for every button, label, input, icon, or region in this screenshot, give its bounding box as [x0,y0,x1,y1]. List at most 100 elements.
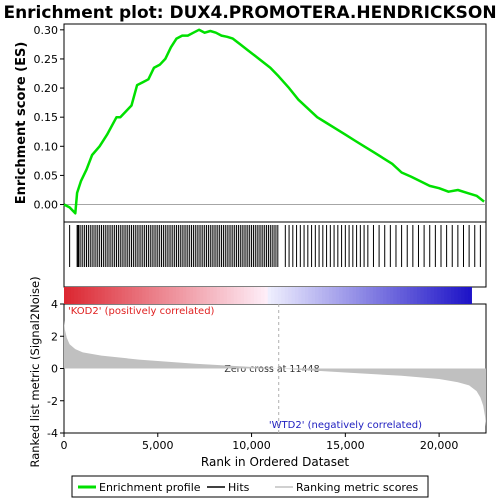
color-bar-segment [342,287,347,304]
es-y-tick-label: 0.30 [34,24,59,37]
color-bar-segment [67,287,72,304]
color-bar-segment [128,287,133,304]
color-bar-segment [298,287,303,304]
color-bar-segment [148,287,153,304]
color-bar-segment [301,287,306,304]
color-bar-segment [451,287,455,304]
color-bar-segment [291,287,296,304]
color-bar-segment [233,287,238,304]
color-bar-segment [366,287,371,304]
positive-correlation-label: 'KOD2' (positively correlated) [68,306,215,317]
color-bar-segment [114,287,119,304]
color-bar-segment [135,287,140,304]
color-bar-segment [288,287,293,304]
color-bar-segment [101,287,106,304]
color-bar-segment [454,287,459,304]
color-bar-segment [284,287,289,304]
color-bar-segment [325,287,330,304]
color-bar-segment [210,287,214,304]
chart-title: Enrichment plot: DUX4.PROMOTERA.HENDRICK… [3,3,496,23]
color-bar-segment [121,287,126,304]
x-tick-label: 10,000 [232,439,271,452]
color-bar-segment [372,287,377,304]
color-bar-segment [104,287,109,304]
color-bar-segment [383,287,388,304]
color-bar-segment [362,287,367,304]
x-tick-label: 0 [61,439,68,452]
color-bar-segment [155,287,160,304]
color-bar-segment [311,287,316,304]
color-bar-segment [196,287,201,304]
rank-x-axis: 0 5,000 10,000 15,000 20,000 [61,433,459,452]
color-bar-segment [369,287,374,304]
color-bar-segment [77,287,82,304]
color-bar-segment [186,287,191,304]
color-bar-segment [322,287,326,304]
color-bar-segment [247,287,252,304]
color-bar-segment [294,287,299,304]
color-bar-segment [437,287,442,304]
color-bar-segment [339,287,343,304]
color-bar-segment [193,287,197,304]
color-bar-segment [315,287,320,304]
color-bar-segment [172,287,177,304]
color-bar-segment [356,287,360,304]
color-bar-segment [165,287,170,304]
color-bar-segment [277,287,282,304]
ranking-metric-area [64,304,486,433]
color-bar-segment [111,287,116,304]
color-bar-segment [396,287,401,304]
color-bar-segment [444,287,449,304]
color-bar-segment [393,287,398,304]
color-bar-segment [461,287,466,304]
color-bar-segment [420,287,425,304]
color-bar-segment [447,287,452,304]
color-bar-segment [359,287,364,304]
color-bar-segment [379,287,384,304]
enrichment-profile-line [63,28,485,215]
color-bar-segment [464,287,469,304]
rank-y-tick-label: -2 [47,395,58,408]
rank-y-axis: -4 -2 0 2 4 [47,298,64,440]
es-y-tick-label: 0.15 [34,111,59,124]
color-bar-segment [386,287,391,304]
color-bar-segment [274,287,279,304]
color-bar-segment [131,287,136,304]
legend-ranking-label: Ranking metric scores [296,481,418,494]
color-bar-segment [423,287,428,304]
color-bar-segment [125,287,130,304]
es-panel-frame [63,23,487,223]
color-bar-segment [260,287,265,304]
es-y-axis: 0.00 0.05 0.10 0.15 0.20 0.25 0.30 [34,24,64,212]
x-tick-label: 5,000 [142,439,174,452]
rank-y-tick-label: 2 [51,330,58,343]
zero-cross-label: Zero cross at 11448 [224,364,319,375]
x-tick-label: 15,000 [326,439,365,452]
color-bar-segment [81,287,85,304]
color-bar-segment [440,287,445,304]
color-bar-segment [203,287,208,304]
color-bar-segment [220,287,225,304]
color-bar-segment [230,287,235,304]
es-y-tick-label: 0.05 [34,169,59,182]
legend-enrichment-label: Enrichment profile [99,481,201,494]
color-bar-segment [352,287,357,304]
color-bar-segment [138,287,143,304]
color-bar-segment [118,287,123,304]
rank-y-tick-label: 4 [51,298,58,311]
color-bar-segment [87,287,92,304]
color-bar-segment [182,287,187,304]
rank-y-tick-label: 0 [51,363,58,376]
color-bar-segment [213,287,218,304]
color-bar-segment [206,287,211,304]
ranking-metric-fill [64,320,486,427]
color-bar-segment [243,287,248,304]
legend-box [71,475,429,498]
color-bar-segment [267,287,272,304]
ranking-color-bar [64,287,472,304]
color-bar-segment [159,287,164,304]
x-tick-label: 20,000 [420,439,459,452]
color-bar-segment [227,287,231,304]
